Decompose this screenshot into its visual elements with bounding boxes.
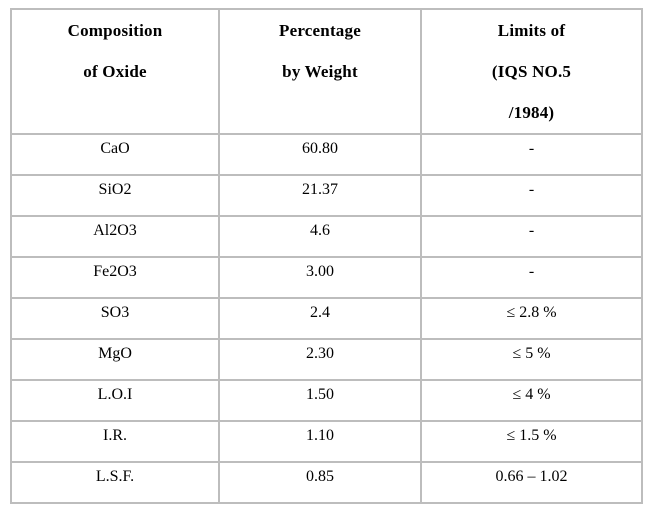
header-line: Percentage (279, 20, 361, 40)
limit-cell: - (420, 256, 643, 299)
limit-cell: - (420, 174, 643, 217)
oxide-cell: SiO2 (10, 174, 220, 217)
percentage-cell: 1.50 (218, 379, 422, 422)
percentage-cell: 1.10 (218, 420, 422, 463)
limit-cell: 0.66 – 1.02 (420, 461, 643, 504)
table-row: L.O.I 1.50 ≤ 4 % (10, 379, 643, 422)
header-cell-percentage: Percentage by Weight (218, 8, 422, 135)
header-line (12, 92, 218, 133)
oxide-cell: Al2O3 (10, 215, 220, 258)
percentage-cell: 2.30 (218, 338, 422, 381)
table-row: Al2O3 4.6 - (10, 215, 643, 258)
header-cell-composition: Composition of Oxide (10, 8, 220, 135)
limit-cell: ≤ 2.8 % (420, 297, 643, 340)
header-line (220, 92, 420, 133)
percentage-cell: 3.00 (218, 256, 422, 299)
table-row: MgO 2.30 ≤ 5 % (10, 338, 643, 381)
limit-cell: ≤ 4 % (420, 379, 643, 422)
oxide-cell: Fe2O3 (10, 256, 220, 299)
header-line: of Oxide (83, 61, 147, 81)
percentage-cell: 21.37 (218, 174, 422, 217)
table-row: Fe2O3 3.00 - (10, 256, 643, 299)
table-row: I.R. 1.10 ≤ 1.5 % (10, 420, 643, 463)
header-row: Composition of Oxide Percentage by Weigh… (10, 8, 643, 135)
table-row: CaO 60.80 - (10, 133, 643, 176)
header-line: /1984) (508, 102, 555, 122)
limit-cell: ≤ 5 % (420, 338, 643, 381)
table-row: SO3 2.4 ≤ 2.8 % (10, 297, 643, 340)
limit-cell: - (420, 215, 643, 258)
percentage-cell: 4.6 (218, 215, 422, 258)
header-line: by Weight (282, 61, 358, 81)
table-row: L.S.F. 0.85 0.66 – 1.02 (10, 461, 643, 504)
oxide-cell: L.S.F. (10, 461, 220, 504)
header-line: Composition (67, 20, 163, 40)
percentage-cell: 0.85 (218, 461, 422, 504)
percentage-cell: 2.4 (218, 297, 422, 340)
oxide-composition-table: Composition of Oxide Percentage by Weigh… (10, 8, 643, 504)
oxide-cell: CaO (10, 133, 220, 176)
limit-cell: ≤ 1.5 % (420, 420, 643, 463)
header-line: Limits of (497, 20, 566, 40)
limit-cell: - (420, 133, 643, 176)
header-line: (IQS NO.5 (491, 61, 572, 81)
oxide-cell: MgO (10, 338, 220, 381)
oxide-cell: SO3 (10, 297, 220, 340)
table-row: SiO2 21.37 - (10, 174, 643, 217)
percentage-cell: 60.80 (218, 133, 422, 176)
oxide-cell: I.R. (10, 420, 220, 463)
header-cell-limits: Limits of (IQS NO.5 /1984) (420, 8, 643, 135)
oxide-cell: L.O.I (10, 379, 220, 422)
